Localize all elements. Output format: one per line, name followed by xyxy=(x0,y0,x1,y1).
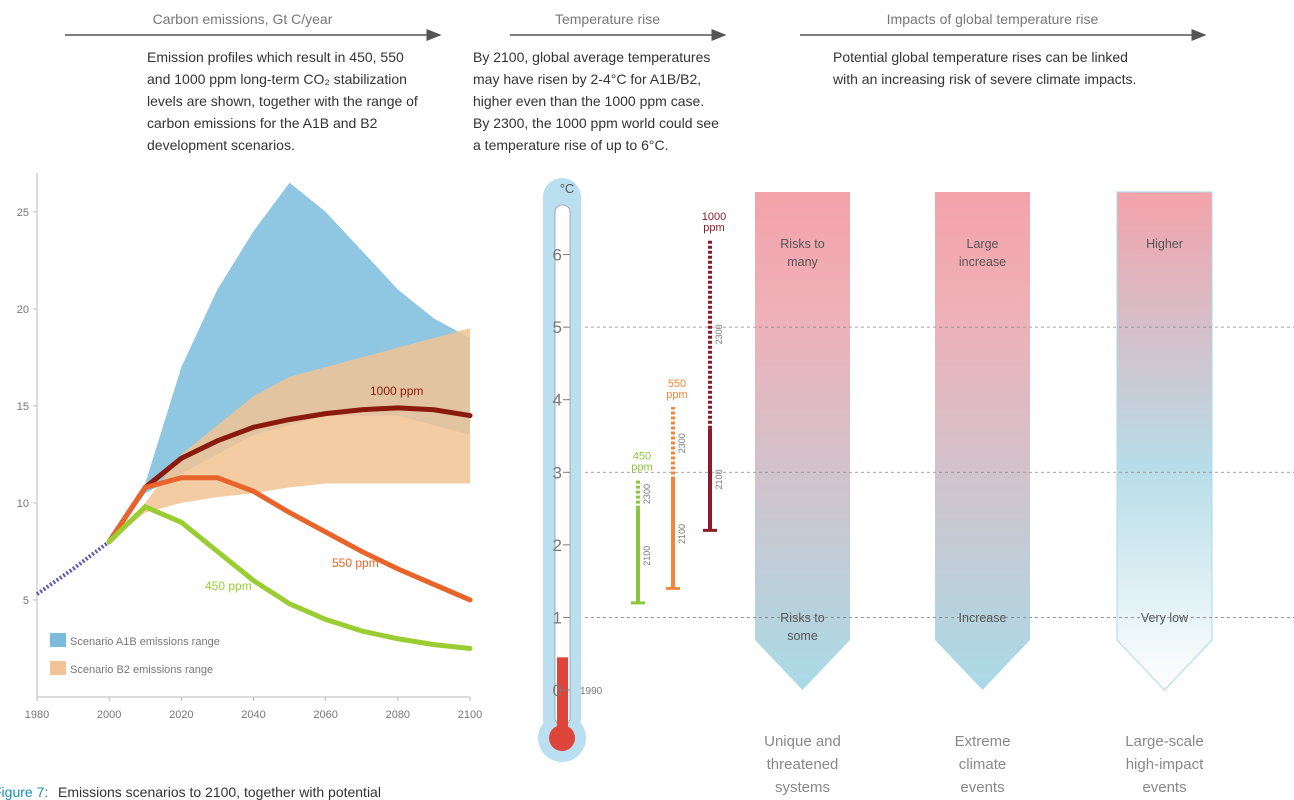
y-tick-label: 10 xyxy=(17,498,29,510)
range-name: ppm xyxy=(631,462,652,474)
range-name: ppm xyxy=(666,389,687,401)
period-label: 2300 xyxy=(677,433,687,453)
paragraph-line: By 2100, global average temperatures xyxy=(473,49,710,65)
series-label: 1000 ppm xyxy=(370,384,423,398)
series-label: 450 ppm xyxy=(205,579,252,593)
x-tick-label: 2080 xyxy=(386,709,410,721)
x-tick-label: 2000 xyxy=(97,709,121,721)
impact-title: Extreme xyxy=(955,733,1011,750)
impact-low-label: Risks to xyxy=(780,611,825,625)
unit-label: °C xyxy=(560,181,575,196)
range-name: 550 xyxy=(668,378,686,390)
baseline-label: 1990 xyxy=(580,686,603,697)
impact-high-label: many xyxy=(787,255,818,269)
paragraph-line: levels are shown, together with the rang… xyxy=(147,93,418,109)
paragraph-line: Potential global temperature rises can b… xyxy=(833,49,1128,65)
impact-high-label: Higher xyxy=(1146,237,1183,251)
paragraph-line: and 1000 ppm long-term CO₂ stabilization xyxy=(147,71,407,87)
series-line xyxy=(106,475,473,603)
y-tick-label: 1 xyxy=(553,608,562,627)
paragraph-line: carbon emissions for the A1B and B2 xyxy=(147,115,378,131)
impact-title: threatened xyxy=(767,756,839,773)
range-name: 450 xyxy=(633,451,651,463)
legend-swatch xyxy=(50,661,66,675)
range-name: ppm xyxy=(703,222,724,234)
heading: Impacts of global temperature rise xyxy=(887,11,1099,27)
period-label: 2300 xyxy=(642,484,652,504)
series-label: 550 ppm xyxy=(332,556,379,570)
range-name: 1000 xyxy=(702,211,726,223)
paragraph-line: a temperature rise of up to 6°C. xyxy=(473,137,668,153)
y-tick-label: 2 xyxy=(553,536,562,555)
impact-high-label: increase xyxy=(959,255,1006,269)
y-tick-label: 4 xyxy=(553,391,562,410)
x-tick-label: 2100 xyxy=(458,709,482,721)
impact-title: systems xyxy=(775,779,830,796)
paragraph-line: By 2300, the 1000 ppm world could see xyxy=(473,115,719,131)
caption-text: Emissions scenarios to 2100, together wi… xyxy=(58,784,381,800)
thermometer-fill xyxy=(557,657,568,738)
period-label: 2100 xyxy=(642,546,652,566)
impact-title: Unique and xyxy=(764,733,841,750)
y-tick-label: 3 xyxy=(553,463,562,482)
period-label: 2300 xyxy=(714,324,724,344)
impact-title: events xyxy=(1142,779,1186,796)
series-line xyxy=(106,503,473,651)
impact-title: Large-scale xyxy=(1125,733,1203,750)
range-band xyxy=(109,328,471,542)
y-tick-label: 0 xyxy=(553,681,562,700)
y-tick-label: 25 xyxy=(17,207,29,219)
impact-title: climate xyxy=(959,756,1007,773)
impact-arrow xyxy=(1116,191,1213,691)
legend-swatch xyxy=(50,633,66,647)
x-tick-label: 2020 xyxy=(169,709,193,721)
legend-label: Scenario A1B emissions range xyxy=(70,636,220,648)
x-tick-label: 1980 xyxy=(25,709,49,721)
y-tick-label: 5 xyxy=(553,318,562,337)
x-tick-label: 2040 xyxy=(241,709,265,721)
legend-label: Scenario B2 emissions range xyxy=(70,664,213,676)
caption-label: Figure 7: xyxy=(0,784,48,800)
period-label: 2100 xyxy=(677,524,687,544)
impact-title: events xyxy=(960,779,1004,796)
impact-high-label: Large xyxy=(967,237,999,251)
y-tick-label: 15 xyxy=(17,401,29,413)
impact-arrow xyxy=(935,192,1030,690)
heading: Carbon emissions, Gt C/year xyxy=(153,11,333,27)
y-tick-label: 6 xyxy=(553,246,562,265)
series-line xyxy=(35,540,111,596)
thermometer-bulb-fill xyxy=(549,725,575,751)
impact-low-label: Very low xyxy=(1141,611,1189,625)
paragraph-line: higher even than the 1000 ppm case. xyxy=(473,93,704,109)
impact-arrow xyxy=(755,192,850,690)
paragraph-line: with an increasing risk of severe climat… xyxy=(832,71,1136,87)
paragraph-line: Emission profiles which result in 450, 5… xyxy=(147,49,404,65)
paragraph-line: may have risen by 2-4°C for A1B/B2, xyxy=(473,71,701,87)
impact-title: high-impact xyxy=(1126,756,1204,773)
x-tick-label: 2060 xyxy=(313,709,337,721)
impact-low-label: Increase xyxy=(959,611,1007,625)
impact-low-label: some xyxy=(787,629,818,643)
paragraph-line: development scenarios. xyxy=(147,137,295,153)
heading: Temperature rise xyxy=(555,11,660,27)
series-line xyxy=(106,405,473,545)
y-tick-label: 5 xyxy=(23,595,29,607)
impact-high-label: Risks to xyxy=(780,237,825,251)
period-label: 2100 xyxy=(714,470,724,490)
y-tick-label: 20 xyxy=(17,304,29,316)
